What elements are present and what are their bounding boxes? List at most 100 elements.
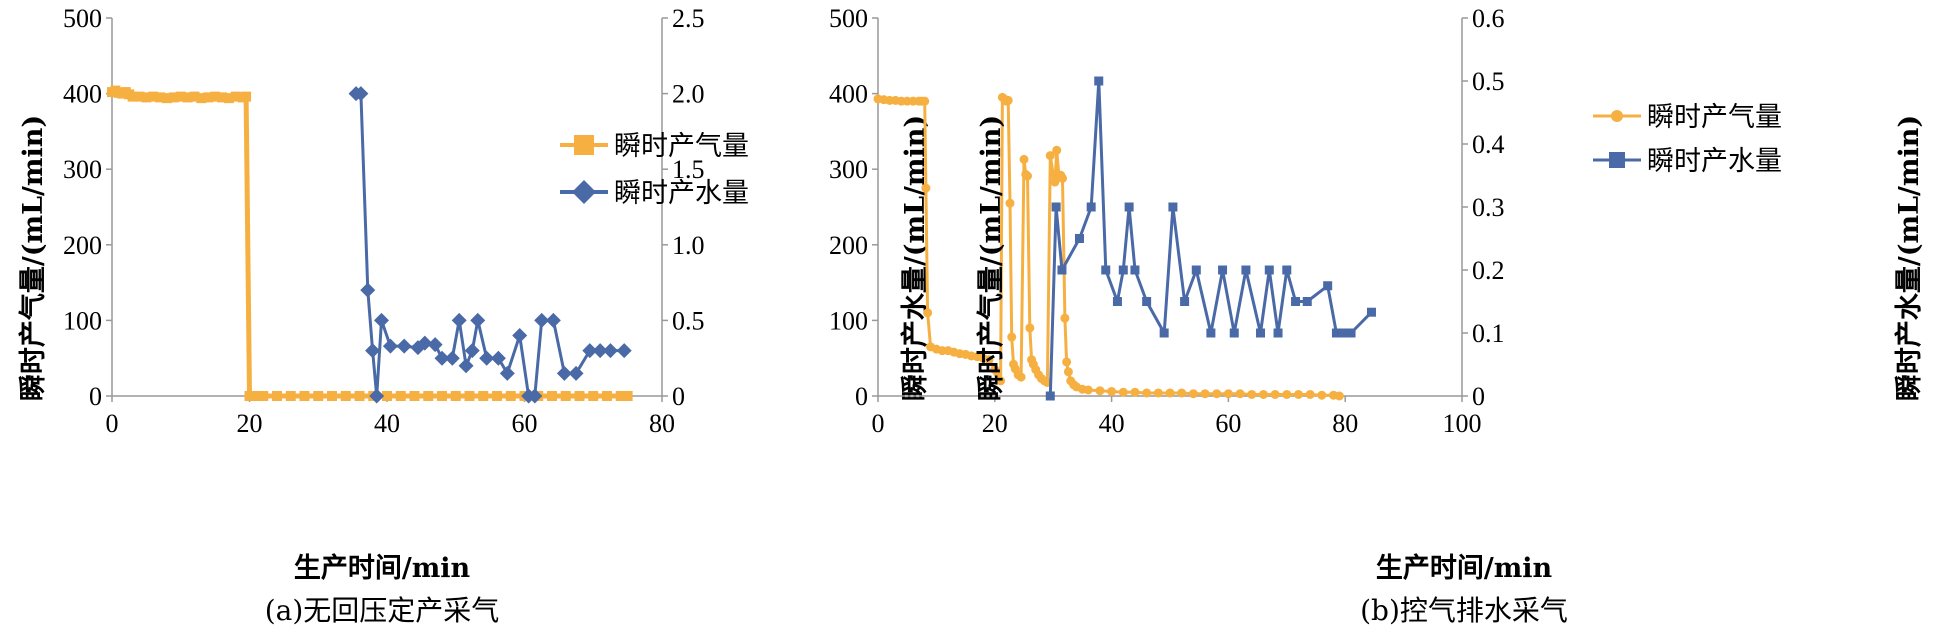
chart-a-point-gas [622, 391, 633, 401]
chart-a-left-y-tick-label: 200 [63, 231, 102, 260]
chart-a-tick-labels: 0 20 40 60 80010020030040050000.51.01.52.02.… [63, 4, 705, 438]
chart-b-point-gas [1334, 391, 1344, 401]
chart-b-point-water [1291, 297, 1301, 306]
chart-a-point-gas [155, 92, 166, 103]
chart-a-point-gas [492, 391, 502, 401]
chart-a-right-y-tick-label: 1.0 [672, 231, 705, 260]
chart-b-point-water [1366, 307, 1376, 317]
chart-b-point-water [1130, 265, 1140, 275]
chart-a-point-gas [299, 391, 310, 401]
chart-b-left-y-tick-label: 200 [829, 231, 868, 260]
chart-b-point-gas [1130, 387, 1140, 397]
chart-a-point-water [353, 86, 369, 102]
chart-b-right-y-tick-label: 0.4 [1472, 130, 1505, 159]
chart-b-point-gas [1142, 388, 1152, 398]
chart-a-point-gas [588, 391, 599, 401]
chart-b-point-gas [1235, 389, 1245, 399]
chart-b-point-gas [921, 183, 931, 193]
chart-b-x-tick-label: 60 [1215, 409, 1241, 438]
chart-a-point-gas [217, 92, 227, 103]
chart-b-point-gas [1052, 145, 1062, 155]
chart-a-legend-label-gas: 瞬时产气量 [614, 131, 749, 162]
chart-a-point-water [451, 312, 467, 328]
chart-b-point-gas [1305, 389, 1315, 399]
chart-a-point-gas [382, 391, 392, 401]
chart-b-legend-marker-gas [1611, 110, 1623, 122]
chart-a-right-y-tick-label: 1.5 [672, 155, 705, 184]
chart-a-x-tick-label: 20 [237, 409, 263, 438]
chart-a-point-water [592, 343, 608, 359]
chart-b-point-water [1118, 265, 1128, 275]
chart-a-point-water [464, 343, 480, 359]
chart-b-point-water [1256, 328, 1266, 338]
chart-a-point-gas [615, 391, 626, 401]
chart-b-right-y-tick-label: 0.2 [1472, 256, 1505, 285]
chart-a-legend-label-water: 瞬时产水量 [614, 178, 749, 209]
chart-a-point-gas [464, 391, 475, 401]
chart-a-point-gas [168, 92, 179, 103]
chart-a-x-tick-label: 0 [106, 409, 119, 438]
chart-b-point-gas [1223, 389, 1233, 399]
chart-b-point-gas [1317, 390, 1327, 400]
chart-b-point-gas [1212, 389, 1222, 399]
chart-b-point-gas [1118, 387, 1128, 397]
chart-a-point-gas [409, 391, 420, 401]
chart-b-caption: (b)控气排水采气 [1360, 594, 1568, 627]
chart-b-point-water [1346, 328, 1356, 338]
chart-a-point-water [602, 343, 618, 359]
chart-b-point-water [1124, 202, 1134, 212]
chart-b-point-gas [920, 96, 930, 106]
chart-a-point-gas [127, 91, 138, 102]
chart-a-point-gas [560, 391, 571, 401]
chart-a-point-water [582, 343, 598, 359]
chart-a-right-y-tick-label: 0.5 [672, 306, 705, 335]
chart-b-point-water [1331, 328, 1341, 338]
chart-a-point-water [434, 350, 450, 366]
chart-b-right-y-tick-label: 0 [1472, 382, 1485, 411]
chart-b-left-y-tick-label: 300 [829, 155, 868, 184]
chart-b-point-water [1282, 265, 1292, 275]
chart-b-point-water [1057, 265, 1067, 275]
chart-a-point-gas [340, 391, 351, 401]
chart-b-legend: 瞬时产气量 瞬时产水量 [1593, 102, 1782, 177]
chart-b-point-gas [1270, 389, 1280, 399]
chart-b-point-water [1337, 328, 1347, 338]
chart-a-point-gas [141, 92, 152, 103]
chart-a-point-gas [210, 91, 221, 102]
chart-b-point-gas [1083, 385, 1093, 395]
chart-a-point-gas [196, 93, 207, 104]
chart-a-left-y-axis-label: 瞬时产气量/(mL/min) [18, 115, 49, 401]
chart-a-legend: 瞬时产气量 瞬时产水量 [560, 131, 749, 209]
chart-b-x-axis-label: 生产时间/min [1376, 553, 1553, 584]
chart-b-point-water [1159, 328, 1169, 338]
chart-a-point-gas [251, 391, 262, 401]
chart-b-point-water [1168, 202, 1178, 212]
chart-b-point-gas [1003, 95, 1013, 105]
chart-a-point-water [382, 338, 398, 354]
chart-b-point-gas [1062, 357, 1072, 367]
chart-a-point-water [479, 350, 495, 366]
chart-a-point-gas [602, 391, 612, 401]
chart-b-point-gas [1165, 388, 1175, 398]
chart-a-point-water [374, 312, 389, 328]
chart-b-point-gas [1063, 367, 1073, 377]
chart-a-point-water [444, 350, 460, 366]
chart-b-point-gas [984, 355, 994, 365]
chart-a-point-water [360, 282, 376, 298]
chart-a-point-water [527, 388, 543, 404]
chart-a-point-gas [189, 91, 200, 102]
chart-b-x-tick-label: 20 [982, 409, 1008, 438]
chart-a-x-tick-label: 40 [374, 409, 400, 438]
chart-b-right-y-tick-label: 0.3 [1472, 193, 1505, 222]
chart-a-point-gas [437, 391, 447, 401]
chart-b-point-gas [1107, 386, 1117, 396]
chart-a-point-water [545, 312, 561, 328]
chart-a-point-water [396, 338, 412, 354]
chart-a-caption: (a)无回压定产采气 [265, 594, 500, 627]
chart-a-point-gas [162, 93, 172, 104]
chart-b-point-gas [1247, 389, 1257, 399]
chart-b-right-y-tick-label: 0.6 [1472, 4, 1505, 33]
chart-a-point-water [369, 388, 385, 404]
chart-a-point-water [470, 312, 486, 328]
chart-b-point-gas [1177, 388, 1187, 398]
